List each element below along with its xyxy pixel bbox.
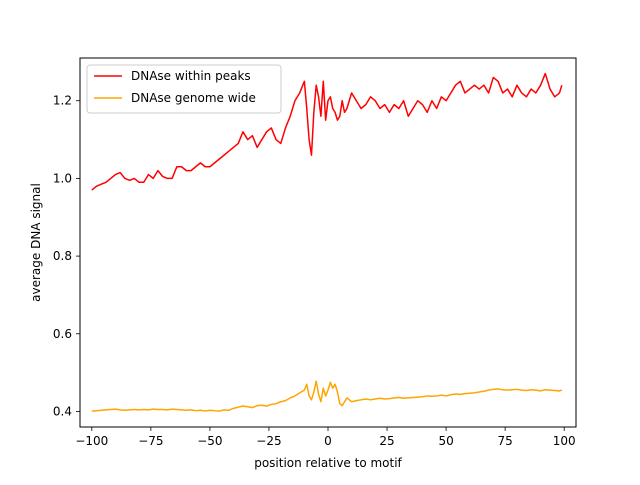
- x-tick-label: 75: [498, 434, 513, 448]
- series-line-0: [91, 72, 563, 191]
- y-tick-label: 0.6: [53, 327, 72, 341]
- x-axis-label: position relative to motif: [254, 456, 402, 470]
- legend-label-genome-wide: DNAse genome wide: [131, 91, 256, 105]
- x-tick-label: 25: [379, 434, 394, 448]
- y-tick-label: 0.8: [53, 249, 72, 263]
- x-tick-label: −50: [197, 434, 222, 448]
- x-tick-label: −75: [138, 434, 163, 448]
- plot-frame: [79, 57, 577, 428]
- series-layer: [91, 72, 563, 412]
- legend: DNAse within peaks DNAse genome wide: [86, 64, 282, 114]
- x-tick-label: 0: [324, 434, 332, 448]
- x-axis-ticks: −100 −75 −50 −25 0 25 50 75 100: [75, 427, 576, 448]
- y-tick-label: 0.4: [53, 404, 72, 418]
- y-tick-label: 1.0: [53, 171, 72, 185]
- y-tick-label: 1.2: [53, 94, 72, 108]
- y-axis-ticks: 0.4 0.6 0.8 1.0 1.2: [53, 94, 80, 418]
- x-tick-label: −25: [256, 434, 281, 448]
- x-tick-label: 50: [438, 434, 453, 448]
- y-axis-label: average DNA signal: [29, 183, 43, 302]
- x-tick-label: 100: [553, 434, 576, 448]
- legend-frame: [86, 64, 282, 114]
- series-line-1: [91, 380, 563, 412]
- x-tick-label: −100: [75, 434, 108, 448]
- legend-label-within-peaks: DNAse within peaks: [131, 69, 251, 83]
